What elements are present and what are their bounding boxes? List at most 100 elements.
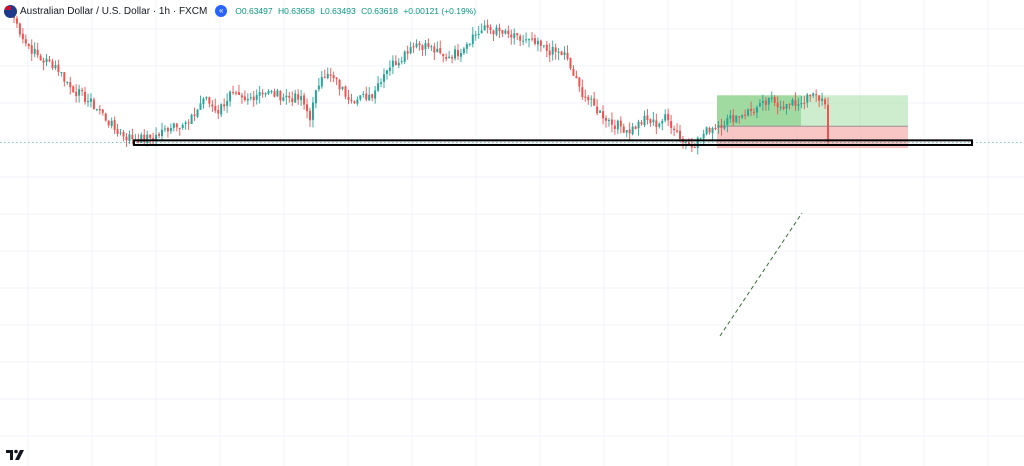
candle-body (699, 137, 702, 139)
candle-body (335, 77, 338, 80)
candle (39, 53, 42, 61)
candle-body (572, 69, 575, 76)
candle (599, 109, 602, 114)
candle-body (519, 35, 522, 41)
candle (403, 50, 406, 65)
candle-body (607, 119, 610, 121)
candle-body (708, 127, 711, 133)
candle (98, 105, 101, 115)
candle-body (264, 93, 267, 95)
candle-body (347, 96, 350, 100)
candle (397, 58, 400, 69)
candle-body (445, 57, 448, 59)
candle-body (539, 40, 542, 46)
candle-body (122, 132, 125, 137)
candle (735, 115, 738, 124)
candle (744, 109, 747, 120)
candle-body (54, 64, 57, 69)
profit-zone (801, 95, 908, 127)
candle (332, 71, 335, 83)
candle (761, 94, 764, 111)
candle-body (267, 91, 270, 94)
candle-body (465, 44, 468, 49)
candle (528, 38, 531, 48)
candle (670, 115, 673, 135)
candle (711, 126, 714, 140)
candle (273, 88, 276, 98)
candle (531, 32, 533, 42)
candle-body (320, 77, 323, 87)
candle-body (687, 142, 690, 144)
candle-body (353, 101, 356, 104)
candle (87, 93, 89, 107)
candle (628, 122, 631, 140)
candle-body (557, 51, 560, 53)
candle-body (311, 102, 314, 120)
candle (75, 84, 78, 103)
candle (131, 128, 134, 145)
candle (184, 120, 187, 130)
candle (415, 39, 418, 49)
candle-body (237, 92, 240, 96)
candle-body (187, 122, 190, 124)
candle-body (679, 130, 681, 139)
candle (84, 86, 87, 105)
candle (593, 91, 596, 106)
symbol-header[interactable]: Australian Dollar / U.S. Dollar · 1h · F… (4, 3, 479, 19)
candle-body (560, 51, 563, 56)
candle (196, 109, 199, 119)
candle-body (329, 74, 332, 76)
candle-body (605, 118, 607, 121)
candle-body (622, 126, 625, 133)
candle-body (397, 62, 400, 66)
symbol-title[interactable]: Australian Dollar / U.S. Dollar · 1h · F… (20, 5, 208, 17)
candle-body (350, 99, 353, 101)
candle-body (424, 43, 427, 50)
candle (149, 134, 152, 145)
candle-body (190, 114, 193, 124)
candle-body (119, 132, 122, 134)
candle (211, 100, 214, 112)
candle (560, 50, 563, 56)
candle-body (747, 109, 750, 116)
candle-body (291, 98, 294, 102)
candle (51, 58, 54, 70)
candle (427, 38, 430, 50)
candle-body (827, 104, 829, 143)
candle-body (193, 114, 196, 116)
candle-body (270, 91, 273, 93)
candle-body (566, 52, 569, 59)
candle (750, 101, 753, 117)
candle (95, 108, 98, 112)
candle-body (676, 130, 679, 132)
candle (63, 72, 66, 87)
candle (773, 95, 776, 107)
candle (261, 89, 264, 98)
candle-body (723, 125, 726, 129)
candle-body (21, 33, 24, 40)
candle-body (696, 137, 699, 148)
candle (602, 105, 605, 125)
tradingview-logo-icon[interactable] (6, 449, 26, 461)
candle (498, 23, 501, 38)
candle (365, 86, 368, 102)
candle-body (223, 104, 226, 107)
candle (409, 41, 412, 55)
candle-body (587, 96, 590, 101)
candle-body (673, 128, 676, 130)
candle-body (240, 95, 243, 98)
candle (827, 97, 829, 144)
candle (380, 78, 383, 88)
candle (782, 100, 785, 111)
candle (320, 70, 323, 89)
candle-body (427, 43, 430, 48)
candle (119, 128, 122, 136)
candlestick-series (13, 6, 829, 155)
replay-rewind-icon[interactable]: « (215, 5, 228, 17)
candle-body (208, 97, 211, 104)
candle (42, 57, 45, 71)
candle (217, 104, 220, 120)
candle (551, 40, 554, 61)
candle-body (314, 90, 317, 104)
